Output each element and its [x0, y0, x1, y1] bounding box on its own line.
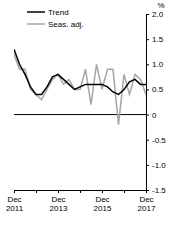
y-tick-mark	[146, 64, 149, 65]
y-tick: -0.5	[146, 136, 166, 145]
y-tick: -1.0	[146, 161, 166, 170]
y-tick-label: 0	[152, 111, 157, 120]
x-tick-mark	[102, 190, 103, 193]
x-tick	[36, 190, 37, 193]
y-tick-label: -1.5	[152, 186, 166, 195]
x-axis-line	[15, 191, 147, 194]
y-tick: 1.5	[146, 35, 164, 44]
x-tick	[124, 190, 125, 193]
y-tick-label: -0.5	[152, 136, 166, 145]
zero-line	[14, 114, 146, 115]
series-line	[14, 54, 146, 124]
x-tick-mark	[14, 190, 15, 193]
y-tick-mark	[146, 115, 149, 116]
series-line	[14, 49, 146, 94]
plot-area	[14, 49, 146, 124]
y-tick-mark	[146, 165, 149, 166]
legend-label: Trend	[48, 8, 69, 17]
x-tick: Dec2013	[50, 190, 68, 213]
y-tick-label: -1.0	[152, 161, 166, 170]
x-tick-label: Dec2013	[50, 195, 68, 213]
x-tick-mark	[146, 190, 147, 193]
x-tick-label: Dec2011	[6, 195, 24, 213]
x-tick-mark	[124, 190, 125, 193]
y-tick-label: 0.5	[152, 85, 164, 94]
y-tick-label: 1.5	[152, 35, 164, 44]
x-tick: Dec2011	[6, 190, 24, 213]
y-axis-title: %	[157, 1, 164, 10]
y-tick: 0	[146, 111, 157, 120]
x-tick-label: Dec2017	[138, 195, 156, 213]
y-tick: 0.5	[146, 85, 164, 94]
x-tick-mark	[36, 190, 37, 193]
y-tick-label: 2.0	[152, 10, 164, 19]
y-tick: 2.0	[146, 10, 164, 19]
y-tick-mark	[146, 89, 149, 90]
y-tick: 1.0	[146, 60, 164, 69]
y-tick-label: 1.0	[152, 60, 164, 69]
y-tick-mark	[146, 14, 149, 15]
legend-label: Seas. adj.	[48, 20, 84, 29]
legend-swatch	[27, 11, 45, 13]
x-tick-mark	[80, 190, 81, 193]
x-tick: Dec2015	[94, 190, 112, 213]
y-axis: -1.5 -1.0 -0.5 0 0.5 1.0 1.5 2.0	[146, 10, 166, 195]
y-tick-mark	[146, 39, 149, 40]
y-tick-mark	[146, 140, 149, 141]
x-axis: Dec2011 Dec2013 Dec2015 Dec2017	[6, 190, 156, 213]
x-tick-mark	[58, 190, 59, 193]
legend-swatch	[27, 23, 45, 25]
x-tick	[80, 190, 81, 193]
x-tick: Dec2017	[138, 190, 156, 213]
x-tick-label: Dec2015	[94, 195, 112, 213]
y-axis-line	[147, 15, 150, 191]
chart: -1.5 -1.0 -0.5 0 0.5 1.0 1.5 2.0% Dec2011 Dec2013…	[0, 0, 181, 231]
legend: Trend Seas. adj.	[27, 8, 84, 29]
